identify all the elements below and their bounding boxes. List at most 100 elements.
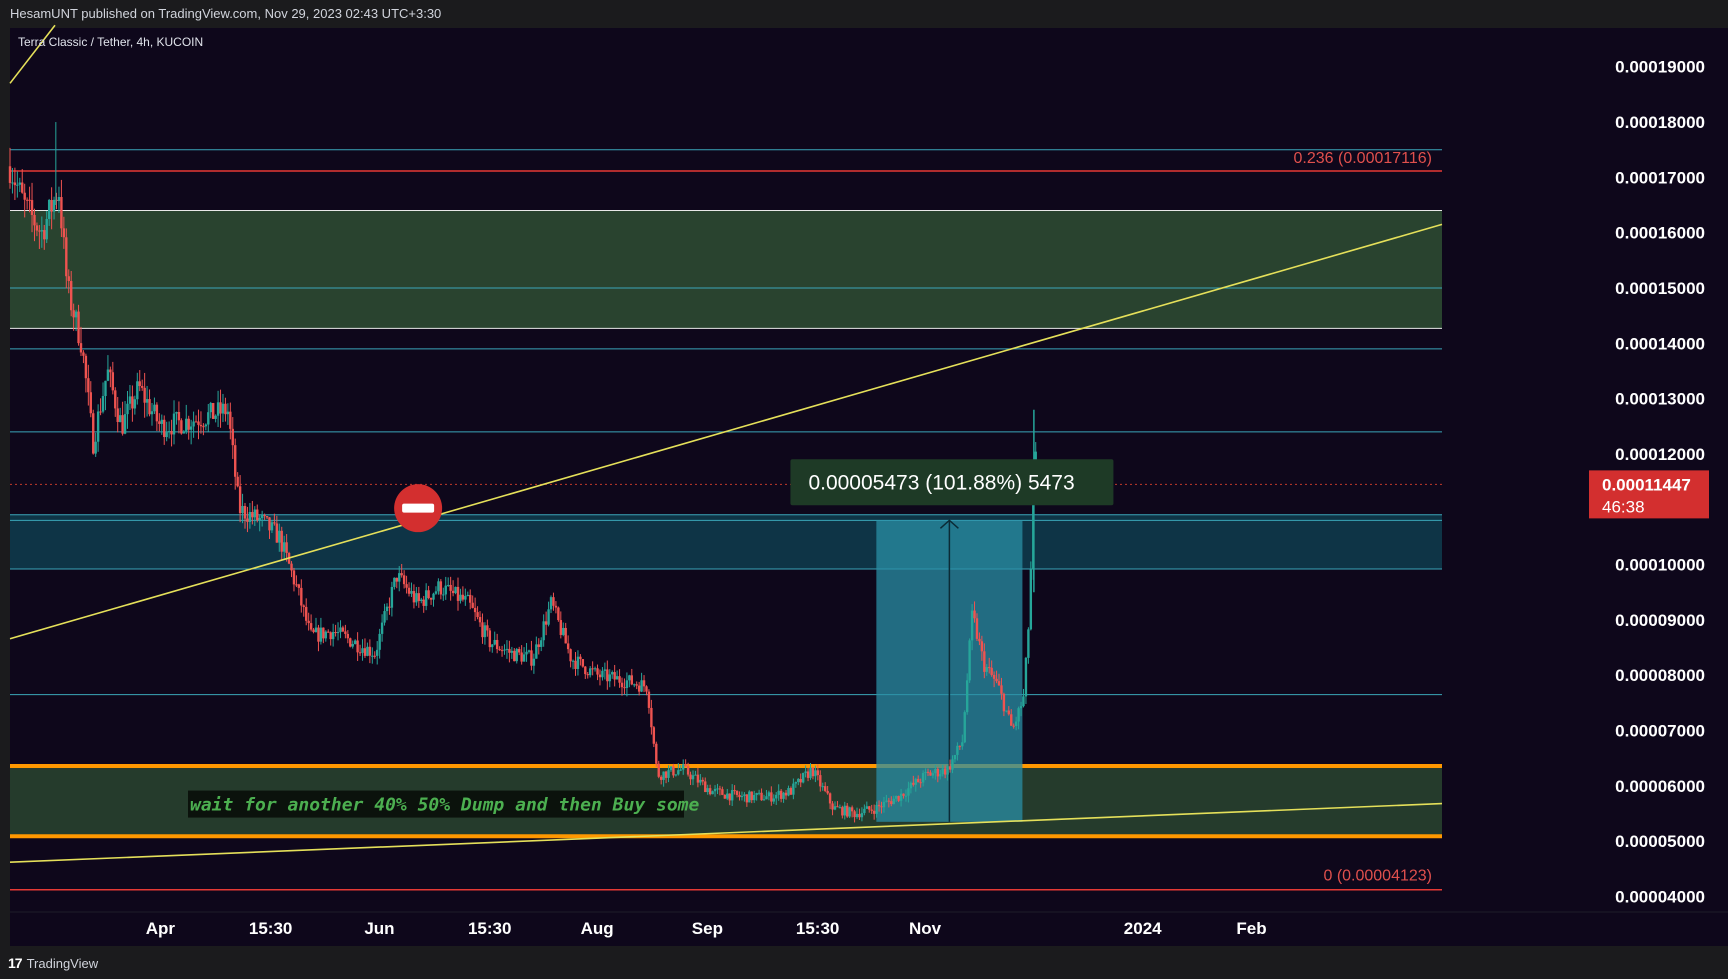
candle-body [87,378,90,393]
candle-body [990,667,993,675]
candle-body [811,767,815,777]
candle-body [513,650,516,662]
candle-body [358,652,362,654]
candle-body [118,415,122,422]
candle-body [679,769,682,771]
candle-body [104,380,107,397]
candle-body [92,413,95,454]
candle-body [236,476,239,487]
candle-body [116,408,119,422]
candle-body [248,511,252,522]
publisher-header: HesamUNT published on TradingView.com, N… [0,0,1728,28]
candle-body [427,590,430,599]
symbol-title: Terra Classic / Tether, 4h, KUCOIN [18,35,204,49]
candle-body [292,570,296,585]
candle-body [941,768,944,775]
candle-body [1000,685,1003,694]
candle-body [373,655,376,657]
candle-body [388,606,391,608]
candle-body [376,649,379,656]
candle-body [234,445,237,477]
candle-body [50,199,53,212]
candle-body [434,591,438,594]
tradingview-logo[interactable]: 17 TradingView [8,955,98,971]
candle-body [667,770,670,778]
candle-body [745,794,749,803]
candle-body [177,412,181,421]
candle-body [199,424,203,427]
candle-body [566,643,570,650]
candle-body [128,396,132,404]
candle-body [23,192,26,200]
candle-body [491,644,494,648]
candle-body [613,672,616,680]
candle-body [674,774,678,776]
candle-body [114,390,117,409]
candle-body [924,771,927,774]
measure-label-box [790,459,1114,506]
candle-body [163,419,166,438]
candle-body [143,387,146,403]
price-axis-tick-label: 0.00014000 [1615,334,1705,353]
candle-body [931,773,935,776]
candle-body [334,632,337,634]
candle-body [439,581,443,595]
candle-body [628,675,631,681]
candle-body [1017,708,1020,722]
candle-body [437,581,440,592]
candle-body [863,808,866,814]
candle-body [929,772,932,776]
candle-body [89,392,92,414]
time-axis-tick-label: Aug [581,919,614,938]
candle-body [706,788,709,793]
candle-body [197,421,200,425]
candle-body [444,585,447,595]
time-axis-tick-label: 15:30 [796,919,839,938]
candle-body [270,522,274,531]
candle-body [571,660,575,662]
candle-body [963,712,966,743]
candle-body [256,509,259,520]
candle-body [1022,696,1025,707]
candle-body [970,610,974,641]
candle-body [701,779,704,782]
candle-body [412,591,416,603]
candle-body [207,412,210,425]
candle-body [606,669,609,682]
candle-body [699,779,702,783]
candle-body [459,594,462,601]
candle-body [672,766,675,776]
candle-body [650,707,653,728]
candle-body [721,789,724,795]
candle-body [708,788,712,795]
candle-body [588,668,592,676]
candle-body [241,505,244,514]
candle-body [486,625,489,631]
candle-body [469,594,472,603]
candle-body [978,638,981,642]
candle-body [317,627,320,642]
candle-body [527,650,531,652]
candle-body [258,518,261,520]
candle-body [82,352,85,356]
candle-body [799,778,802,783]
bottom-bar [0,946,1728,979]
candle-body [133,399,137,409]
candle-body [804,771,807,773]
candle-body [544,621,548,625]
candle-body [753,794,756,801]
candlestick-chart[interactable]: 0.236 (0.00017116) 0 (0.00004123) 0.000054… [0,0,1728,946]
candle-body [975,618,979,639]
candle-body [738,794,741,798]
candle-body [770,792,773,802]
candle-body [899,793,903,801]
candle-body [953,754,957,760]
candle-body [307,620,310,624]
time-axis-tick-label: Nov [909,919,942,938]
candle-body [743,794,746,796]
trendline-top-left [9,24,56,84]
candle-body [180,420,183,434]
time-axis-tick-label: Apr [146,919,176,938]
candle-body [481,622,484,638]
candle-body [843,805,846,816]
